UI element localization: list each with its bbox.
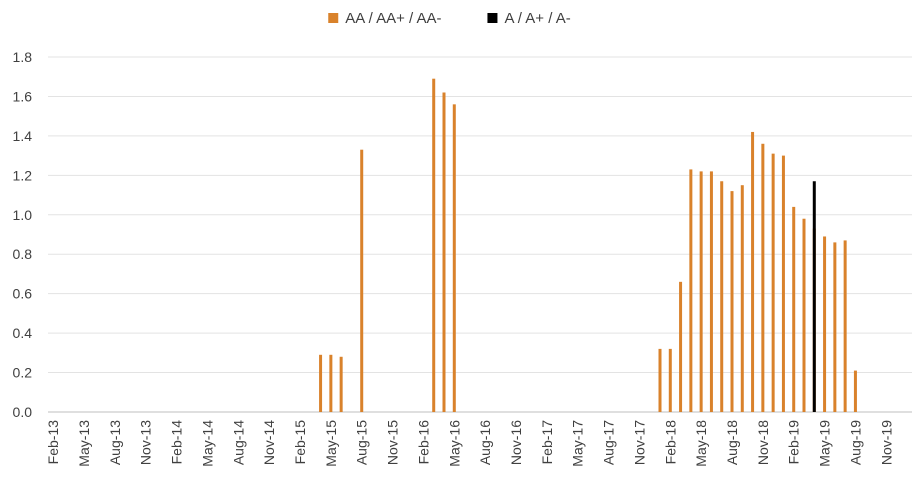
- x-tick-label: Aug-13: [107, 420, 123, 465]
- bar: [761, 143, 765, 412]
- bar: [720, 181, 724, 412]
- bar: [709, 171, 713, 412]
- bar: [730, 191, 734, 412]
- grid-layer: [48, 56, 912, 374]
- x-tick-label: Aug-15: [354, 420, 370, 465]
- legend-swatch: [487, 13, 498, 23]
- bar: [843, 240, 847, 412]
- bar: [679, 281, 683, 412]
- y-tick-label: 0.0: [13, 404, 33, 420]
- bar: [432, 78, 436, 412]
- axis-layer: 0.0 0.2 0.4 0.6 0.8 1.0 1.2 1.4 1.6 1.8 Feb-13 May-…: [13, 49, 912, 467]
- x-tick-label: Feb-16: [415, 420, 431, 465]
- bar: [751, 131, 755, 412]
- x-tick-label: Aug-18: [724, 420, 740, 465]
- y-tick-label: 1.2: [13, 167, 33, 183]
- x-tick-label: Nov-14: [261, 420, 277, 465]
- x-tick-label: May-14: [199, 420, 215, 467]
- x-tick-label: Nov-13: [138, 420, 154, 465]
- bar: [442, 92, 446, 412]
- bar: [812, 181, 816, 412]
- x-tick-label: Feb-13: [45, 420, 61, 465]
- bar: [329, 354, 333, 412]
- y-tick-label: 1.6: [13, 88, 33, 104]
- x-tick-label: Aug-16: [477, 420, 493, 465]
- x-tick-label: Nov-17: [631, 420, 647, 465]
- x-tick-label: Aug-19: [847, 420, 863, 465]
- bar: [792, 206, 796, 412]
- x-tick-label: Nov-15: [385, 420, 401, 465]
- y-tick-label: 1.0: [13, 207, 33, 223]
- x-tick-label: May-13: [76, 420, 92, 467]
- bar: [740, 185, 744, 412]
- x-tick-label: Feb-18: [662, 420, 678, 465]
- y-tick-label: 0.2: [13, 365, 33, 381]
- y-tick-label: 1.4: [13, 128, 33, 144]
- bar: [452, 104, 456, 412]
- bar: [658, 348, 662, 412]
- bar: [319, 354, 323, 412]
- y-tick-label: 0.8: [13, 246, 33, 262]
- x-tick-label: Feb-19: [786, 420, 802, 465]
- x-tick-label: May-18: [693, 420, 709, 467]
- x-tick-label: May-16: [446, 420, 462, 467]
- bar: [823, 236, 827, 412]
- x-tick-label: Aug-17: [601, 420, 617, 465]
- bar: [699, 171, 703, 412]
- x-tick-label: May-17: [570, 420, 586, 467]
- bar: [781, 155, 785, 412]
- bar: [802, 218, 806, 412]
- bar: [668, 348, 672, 412]
- bar: [853, 370, 857, 412]
- bar-layer: [319, 78, 857, 412]
- bar: [771, 153, 775, 412]
- x-tick-label: May-19: [817, 420, 833, 467]
- x-tick-label: Feb-15: [292, 420, 308, 465]
- bar: [339, 356, 343, 412]
- y-tick-label: 0.6: [13, 286, 33, 302]
- y-tick-label: 1.8: [13, 49, 33, 65]
- x-tick-label: Feb-14: [169, 420, 185, 465]
- x-tick-label: Nov-18: [755, 420, 771, 465]
- bar: [360, 149, 364, 412]
- legend-label: AA / AA+ / AA-: [345, 10, 441, 27]
- x-tick-label: May-15: [323, 420, 339, 467]
- bar: [689, 169, 693, 412]
- bar: [833, 242, 837, 412]
- legend: AA / AA+ / AA- A / A+ / A-: [328, 10, 571, 27]
- legend-label: A / A+ / A-: [504, 10, 570, 27]
- x-tick-label: Nov-16: [508, 420, 524, 465]
- x-tick-label: Feb-17: [539, 420, 555, 465]
- x-tick-label: Nov-19: [878, 420, 894, 465]
- legend-swatch: [328, 13, 339, 23]
- x-tick-label: Aug-14: [230, 420, 246, 465]
- y-tick-label: 0.4: [13, 325, 33, 341]
